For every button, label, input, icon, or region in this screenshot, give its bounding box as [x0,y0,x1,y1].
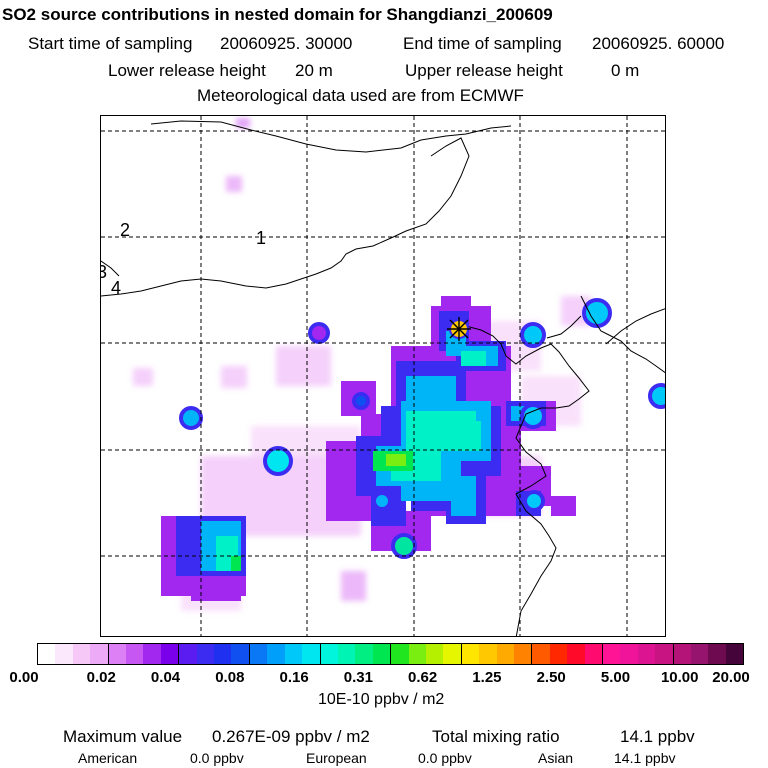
colorbar-segment [302,644,321,664]
very-high-concentration [216,351,486,571]
colorbar-segment [708,644,726,664]
map-svg: 2 1 3 4 [101,116,665,636]
hotspots [179,298,665,559]
colorbar-tick-label: 0.02 [86,669,116,686]
colorbar-segment [655,644,674,664]
colorbar-segment [179,644,197,664]
colorbar-segment [55,644,73,664]
colorbar-segment [532,644,550,664]
colorbar-segment [691,644,709,664]
european-label: European [306,750,367,766]
colorbar-segment [461,644,480,664]
european-value: 0.0 ppbv [418,750,472,766]
colorbar-segment [160,644,180,664]
peak-core [386,454,406,466]
colorbar-segment [72,644,91,664]
map-panel: 2 1 3 4 [100,115,666,637]
colorbar-segment [391,644,409,664]
colorbar-segment [567,644,585,664]
colorbar-units: 10E-10 ppbv / m2 [318,691,445,708]
colorbar-tick-label: 10.00 [660,669,699,686]
colorbar-tick-label: 0.04 [150,669,181,686]
contour-label: 2 [120,220,130,240]
colorbar-tick-label: 0.62 [408,669,438,686]
lat-lon-grid [101,116,665,636]
contour-label: 4 [111,278,121,298]
start-time-label: Start time of sampling [28,34,193,53]
colorbar-tick-label: 0.08 [215,669,245,686]
colorbar-segment [620,644,638,664]
colorbar-segment [637,644,656,664]
max-value-label: Maximum value [63,727,183,746]
colorbar-segment [320,644,338,664]
colorbar-segment [38,644,56,664]
start-time-value: 20060925. 30000 [220,34,353,53]
colorbar-tick-label: 0.31 [343,669,373,686]
end-time-label: End time of sampling [403,34,562,53]
colorbar-segment [425,644,444,664]
colorbar-segment [108,644,127,664]
colorbar-tick-label: 0.00 [9,669,39,686]
colorbar-segment [90,644,109,664]
colorbar-segment [126,644,144,664]
total-mixing-value: 14.1 ppbv [620,727,695,746]
colorbar-segment [725,644,744,664]
colorbar-segment [355,644,373,664]
colorbar-segment [584,644,603,664]
colorbar-segment [284,644,303,664]
colorbar-segment [673,644,692,664]
upper-release-value: 0 m [611,61,640,80]
colorbar-segment [479,644,497,664]
american-label: American [78,750,138,766]
end-time-value: 20060925. 60000 [592,34,725,53]
colorbar-tick-label: 0.16 [279,669,309,686]
colorbar-tick-label: 20.00 [712,669,750,686]
concentration-field [133,118,665,611]
colorbar-segment [337,644,356,664]
colorbar-segment [496,644,514,664]
colorbar [37,643,744,665]
plot-title: SO2 source contributions in nested domai… [2,5,553,24]
colorbar-segment [214,644,232,664]
lower-release-value: 20 m [295,61,333,80]
asian-value: 14.1 ppbv [614,750,676,766]
colorbar-segment [603,644,621,664]
asian-label: Asian [538,750,574,766]
colorbar-segment [513,644,533,664]
coastlines [101,120,665,636]
max-value: 0.267E-09 ppbv / m2 [212,727,370,746]
lower-release-label: Lower release height [108,61,266,80]
colorbar-tick-label: 1.25 [472,669,502,686]
colorbar-tick-label: 2.50 [536,669,566,686]
colorbar-segment [549,644,568,664]
colorbar-segment [249,644,268,664]
upper-release-label: Upper release height [405,61,563,80]
contour-label: 1 [256,228,266,248]
colorbar-segment [196,644,215,664]
colorbar-tick-label: 5.00 [600,669,631,686]
colorbar-segment [443,644,462,664]
receptor-star-icon [447,317,471,341]
met-data-source: Meteorological data used are from ECMWF [197,86,524,105]
contour-label: 3 [101,262,107,282]
colorbar-segment [408,644,426,664]
colorbar-segment [231,644,250,664]
colorbar-segment [372,644,392,664]
american-value: 0.0 ppbv [190,750,244,766]
colorbar-segment [267,644,285,664]
colorbar-segment [143,644,161,664]
total-mixing-label: Total mixing ratio [432,727,560,746]
